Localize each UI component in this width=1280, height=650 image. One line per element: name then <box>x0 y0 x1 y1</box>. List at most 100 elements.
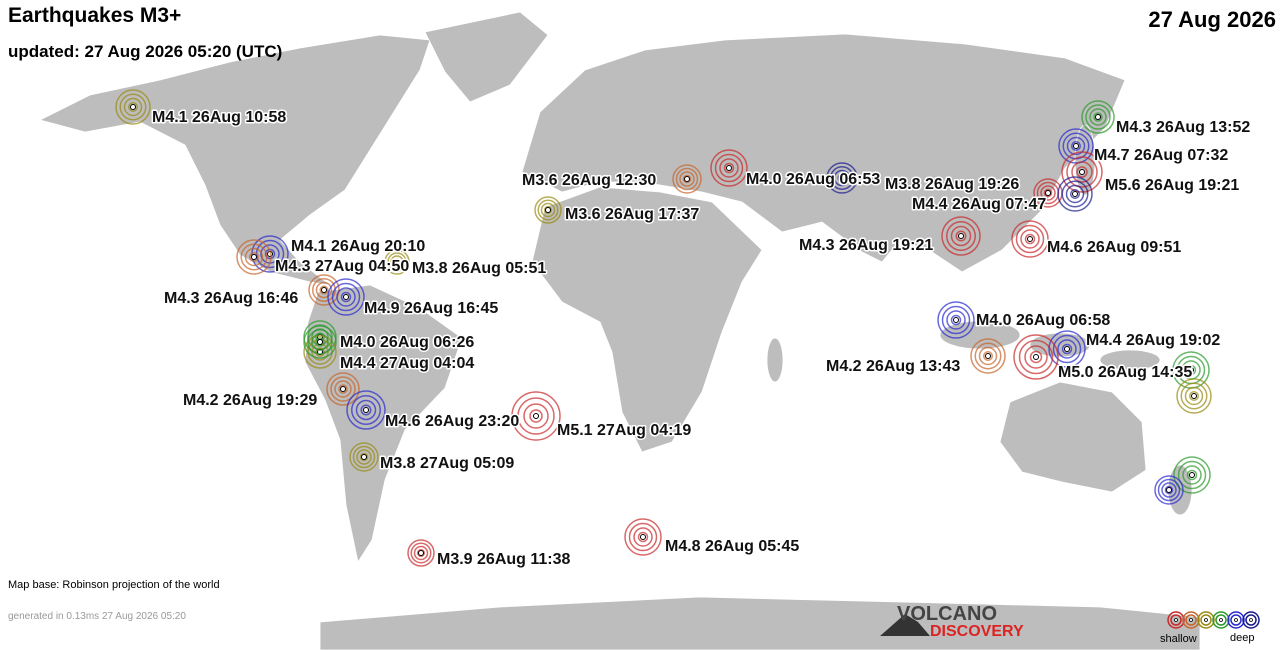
quake-ring <box>941 305 971 335</box>
map-base: Map base: Robinson projection of the wor… <box>8 579 220 591</box>
quake-ring <box>1177 460 1207 490</box>
quake-ring <box>983 351 993 361</box>
legend-shallow: shallow <box>1160 633 1197 645</box>
quake-marker <box>407 539 435 567</box>
quake-ring <box>1184 386 1204 406</box>
quake-ring <box>826 162 858 194</box>
legend-ring <box>1230 614 1242 626</box>
quake-ring <box>331 282 361 312</box>
quake-ring <box>327 278 365 316</box>
quake-ring <box>407 539 435 567</box>
quake-ring <box>1018 339 1054 375</box>
quake-ring <box>1176 378 1212 414</box>
quake-dot <box>839 175 845 181</box>
quake-ring <box>950 314 962 326</box>
quake-ring <box>1070 189 1080 199</box>
quake-marker <box>115 89 151 125</box>
legend-ring <box>1245 614 1257 626</box>
quake-ring <box>303 325 337 359</box>
quake-dot <box>985 353 991 359</box>
quake-dot <box>640 534 646 540</box>
quake-ring <box>1024 345 1048 369</box>
quake-label: M3.6 26Aug 12:30 <box>522 172 656 189</box>
quake-dot <box>317 339 323 345</box>
quake-ring <box>1066 136 1086 156</box>
quake-ring <box>1164 485 1174 495</box>
quake-ring <box>410 542 432 564</box>
legend-dot <box>1189 618 1193 622</box>
quake-ring <box>1089 108 1107 126</box>
legend-ring <box>1242 611 1260 629</box>
quake-ring <box>1013 334 1059 380</box>
quake-dot <box>726 165 732 171</box>
quake-marker <box>624 518 662 556</box>
quake-marker <box>303 325 337 359</box>
quake-ring <box>833 169 851 187</box>
quake-dot <box>1072 191 1078 197</box>
quake-ring <box>710 149 748 187</box>
quake-ring <box>628 522 658 552</box>
quake-marker <box>1154 475 1184 505</box>
quake-dot <box>394 259 400 265</box>
quake-marker <box>672 164 702 194</box>
quake-ring <box>334 380 352 398</box>
quake-ring <box>537 199 559 221</box>
quake-ring <box>1029 350 1043 364</box>
quake-label: M4.0 26Aug 06:26 <box>340 334 474 351</box>
quake-marker <box>1176 378 1212 414</box>
legend-ring <box>1212 611 1230 629</box>
quake-ring <box>517 397 555 435</box>
quake-marker <box>326 372 360 406</box>
quake-ring <box>1085 104 1111 130</box>
quake-dot <box>1166 487 1172 493</box>
legend-ring <box>1170 614 1182 626</box>
legend-dot <box>1174 618 1178 622</box>
quake-label: M4.2 26Aug 13:43 <box>826 358 960 375</box>
quake-label: M4.4 27Aug 04:04 <box>340 355 474 372</box>
legend-deep: deep <box>1230 632 1254 644</box>
legend-ring <box>1197 611 1215 629</box>
quake-ring <box>308 274 340 306</box>
quake-dot <box>1045 190 1051 196</box>
quake-label: M4.6 26Aug 09:51 <box>1047 239 1181 256</box>
quake-dot <box>958 233 964 239</box>
quake-ring <box>1015 224 1045 254</box>
quake-ring <box>340 291 352 303</box>
quake-ring <box>672 164 702 194</box>
quake-dot <box>363 407 369 413</box>
quake-ring <box>1180 382 1208 410</box>
quake-marker <box>1013 334 1059 380</box>
quake-ring <box>128 102 138 112</box>
date: 27 Aug 2026 <box>1148 7 1276 32</box>
quake-label: M5.6 26Aug 19:21 <box>1105 177 1239 194</box>
quake-ring <box>123 97 143 117</box>
quake-ring <box>351 395 381 425</box>
quake-ring <box>675 167 699 191</box>
quake-ring <box>384 249 410 275</box>
quake-marker <box>937 301 975 339</box>
legend-ring <box>1182 611 1200 629</box>
quake-ring <box>352 445 376 469</box>
quake-ring <box>1065 184 1085 204</box>
quake-ring <box>1058 128 1094 164</box>
quake-marker <box>1061 151 1103 193</box>
quake-dot <box>953 317 959 323</box>
quake-ring <box>1052 334 1082 364</box>
quake-ring <box>511 391 561 441</box>
quake-label: M4.6 26Aug 23:20 <box>385 413 519 430</box>
quake-marker <box>349 442 379 472</box>
quake-ring <box>1185 364 1197 376</box>
quake-ring <box>955 230 967 242</box>
quake-ring <box>1024 233 1036 245</box>
quake-ring <box>338 384 348 394</box>
quake-dot <box>1189 472 1195 478</box>
quake-dot <box>321 287 327 293</box>
quake-label: M4.3 26Aug 16:46 <box>164 290 298 307</box>
quake-ring <box>1189 391 1199 401</box>
quake-ring <box>119 93 147 121</box>
quake-ring <box>970 338 1006 374</box>
quake-ring <box>330 376 356 402</box>
quake-dot <box>1188 367 1194 373</box>
quake-ring <box>1071 161 1093 183</box>
quake-ring <box>534 196 562 224</box>
